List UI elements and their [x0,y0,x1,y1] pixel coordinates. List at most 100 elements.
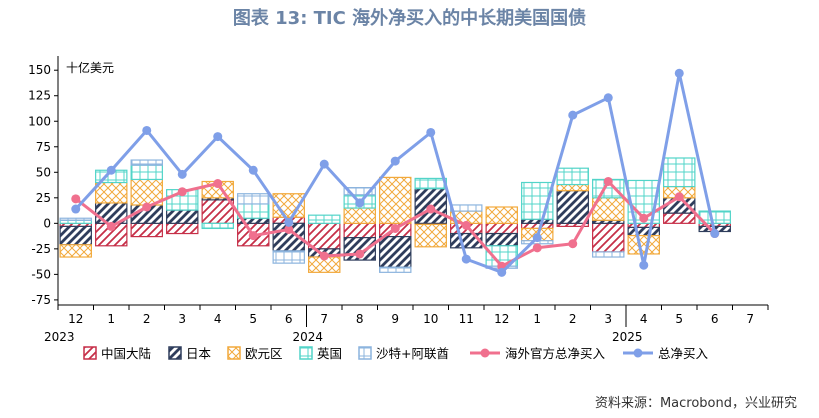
lines-layer [71,68,720,277]
legend-swatch [168,346,182,360]
legend-label: 日本 [186,346,212,361]
bar-segment [379,266,412,273]
y-tick-label: -75 [31,293,51,307]
data-point [355,249,365,259]
data-point [390,223,400,233]
y-tick-label: -50 [31,267,51,281]
data-point [106,165,116,175]
legend-swatch [83,346,97,360]
bar-segment [627,226,660,237]
data-point [426,127,436,137]
bar-segment [556,183,589,192]
bar-segment [59,217,92,221]
year-label: 2023 [44,330,75,344]
bar-segment [237,203,270,219]
bar-segment [308,214,341,224]
data-point [284,217,294,227]
x-tick-label: 5 [249,312,257,326]
bar-segment [556,167,589,186]
data-point [426,204,436,214]
data-point [355,198,365,208]
data-point [568,239,578,249]
bar-segment [485,222,518,235]
data-point [710,229,720,239]
bar-segment [379,176,412,224]
legend-label: 总净买入 [658,346,709,361]
data-point [497,267,507,277]
data-point [142,202,152,212]
x-tick-label: 7 [320,312,328,326]
bar-segment [343,222,376,239]
data-point [532,243,542,253]
x-tick-label: 12 [494,312,509,326]
y-tick-label: 125 [28,89,51,103]
bar-segment [201,199,234,224]
bar-segment [485,206,518,224]
legend-swatch [358,346,372,360]
y-tick-label: 50 [36,165,51,179]
x-tick-label: 1 [107,312,115,326]
x-tick-label: 4 [214,312,222,326]
data-point [674,192,684,202]
bar-segment [130,159,163,166]
data-point [639,213,649,223]
bar-segment [485,232,518,247]
x-tick-label: 9 [391,312,399,326]
x-tick-label: 6 [285,312,293,326]
x-tick-label: 7 [746,312,754,326]
y-tick-label: -25 [31,242,51,256]
data-point [248,231,258,241]
data-point [319,159,329,169]
data-point [603,176,613,186]
data-point [177,169,187,179]
x-tick-label: 8 [356,312,364,326]
x-tick-label: 10 [423,312,438,326]
bar-segment [592,222,625,253]
bar-segment [237,193,270,205]
bar-segment [663,212,696,224]
legend-marker [633,348,643,358]
x-tick-label: 4 [640,312,648,326]
data-point [461,220,471,230]
bar-segment [450,232,483,249]
bar-segment [201,222,234,230]
legend: 中国大陆 日本 欧元区 英国 沙特+阿联酋 海外官方总净买入 总净买入 [83,346,709,361]
bar-segment [59,225,92,246]
data-point [213,132,223,142]
x-tick-label: 5 [675,312,683,326]
bar-segment [414,223,447,248]
bar-segment [414,177,447,190]
bar-segment [343,207,376,224]
legend-swatch [299,346,313,360]
data-point [639,260,649,270]
legend-swatch [227,346,241,360]
bar-segment [95,181,128,204]
bar-segment [343,187,376,196]
x-tick-label: 3 [604,312,612,326]
x-tick-label: 2 [569,312,577,326]
x-tick-label: 2 [143,312,151,326]
bar-segment [166,209,199,224]
data-point [71,204,81,214]
y-tick-label: 100 [28,114,51,128]
bar-segment [450,204,483,212]
data-point [248,165,258,175]
data-point [213,179,223,189]
year-label: 2024 [293,330,324,344]
x-tick-label: 6 [711,312,719,326]
bars-layer [59,157,731,273]
bar-segment [130,222,163,238]
legend-label: 英国 [317,346,342,361]
bar-segment [521,222,554,230]
data-point [319,251,329,261]
data-point [177,187,187,197]
bar-segment [521,218,554,224]
data-point [71,194,81,204]
bar-segment [130,164,163,181]
bar-segment [379,236,412,268]
source-note: 资料来源：Macrobond，兴业研究 [594,396,797,411]
data-point [674,68,684,78]
bar-segment [556,190,589,224]
